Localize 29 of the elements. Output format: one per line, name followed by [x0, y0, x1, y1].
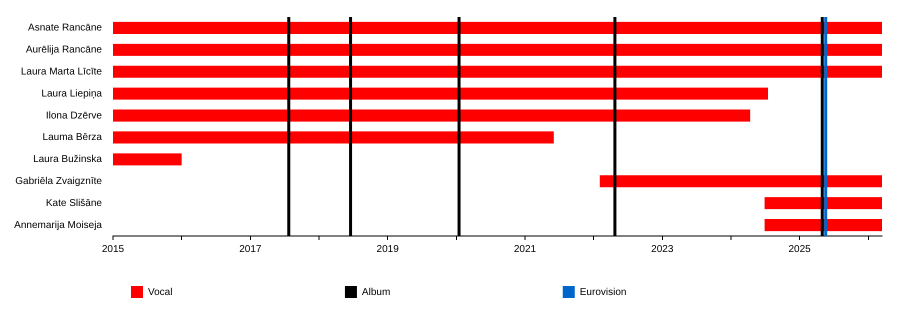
y-tick-label: Asnate Rancāne	[28, 22, 102, 34]
bar	[600, 175, 882, 188]
bar	[764, 197, 882, 210]
x-tick-label: 2015	[102, 244, 125, 255]
bar	[113, 66, 882, 78]
bar	[113, 88, 768, 100]
x-tick-label: 2021	[514, 244, 537, 255]
y-tick-label: Gabriēla Zvaigznīte	[15, 176, 102, 187]
y-tick-label: Kate Slišāne	[46, 198, 102, 209]
legend-label: Vocal	[148, 286, 317, 298]
bar	[113, 110, 750, 122]
x-tick-label: 2023	[651, 244, 674, 255]
bar	[764, 219, 882, 232]
legend-label: Eurovision	[580, 286, 771, 298]
x-tick-label: 2025	[788, 244, 812, 255]
y-tick-label: Ilona Dzērve	[46, 110, 102, 122]
x-tick-label: 2017	[239, 244, 262, 255]
bar	[113, 44, 882, 56]
y-tick-label: Laura Marta Līcīte	[20, 66, 102, 78]
y-tick-label: Lauma Bērza	[42, 132, 102, 144]
y-tick-label: Laura Liepiņa	[41, 88, 102, 100]
bar	[113, 131, 554, 144]
bar	[113, 22, 882, 34]
legend-label: Album	[362, 286, 535, 298]
y-tick-label: Aurēlija Rancāne	[26, 44, 102, 56]
y-tick-label: Annemarija Moiseja	[14, 220, 102, 231]
x-tick-label: 2019	[376, 244, 400, 255]
y-tick-label: Laura Bužinska	[33, 154, 102, 166]
bar	[113, 153, 182, 166]
